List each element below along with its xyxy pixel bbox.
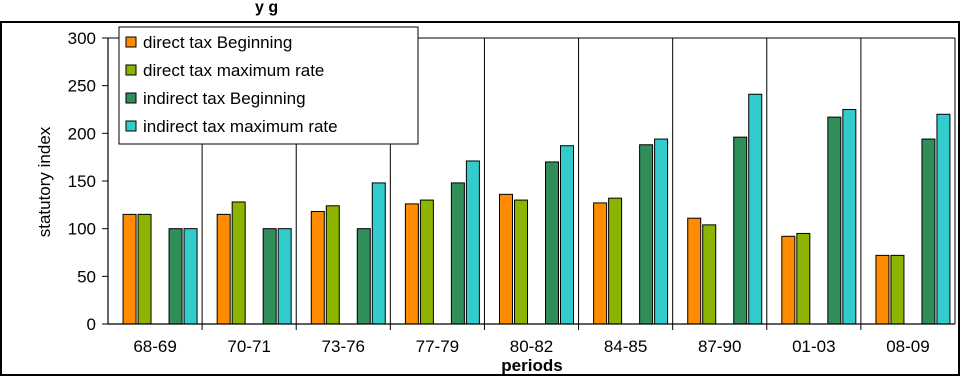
y-tick-label: 50 (77, 267, 96, 286)
bar-direct-tax-maximum-rate (514, 199, 528, 325)
y-axis-label: statutory index (35, 126, 54, 237)
x-tick-label: 73-76 (322, 337, 365, 356)
y-tick-label: 250 (68, 77, 96, 96)
bar-indirect-tax-maximum-rate (936, 113, 951, 325)
bar-direct-tax-maximum-rate (796, 232, 811, 325)
bar-direct-tax-beginning (404, 203, 419, 325)
bar-direct-tax-maximum-rate (231, 201, 246, 325)
bar-direct-tax-maximum-rate (137, 213, 152, 325)
bar-indirect-tax-maximum-rate (277, 228, 292, 325)
bar-indirect-tax-beginning (921, 138, 936, 325)
legend-swatch (125, 120, 137, 132)
y-tick-label: 0 (87, 315, 96, 334)
legend-label: indirect tax Beginning (143, 89, 306, 108)
x-tick-label: 87-90 (698, 337, 741, 356)
legend-label: direct tax maximum rate (143, 61, 324, 80)
bar-direct-tax-beginning (781, 235, 796, 325)
bar-indirect-tax-maximum-rate (748, 93, 763, 325)
bar-direct-tax-maximum-rate (890, 254, 905, 325)
x-tick-label: 84-85 (604, 337, 647, 356)
bar-indirect-tax-maximum-rate (560, 145, 574, 325)
y-tick-label: 100 (68, 220, 96, 239)
x-tick-label: 80-82 (510, 337, 553, 356)
bar-indirect-tax-beginning (262, 228, 277, 325)
bar-indirect-tax-beginning (545, 161, 559, 325)
bar-direct-tax-beginning (216, 213, 231, 325)
legend-label: direct tax Beginning (143, 33, 292, 52)
bar-indirect-tax-beginning (168, 228, 183, 325)
bar-direct-tax-beginning (499, 193, 513, 325)
x-tick-label: 01-03 (792, 337, 835, 356)
bar-direct-tax-maximum-rate (419, 199, 434, 325)
bar-direct-tax-beginning (875, 254, 890, 325)
legend-swatch (125, 92, 137, 104)
bar-direct-tax-beginning (122, 213, 137, 325)
bar-direct-tax-maximum-rate (325, 205, 340, 325)
plot-area: 0 50 100 150 200 250 300 68-69 70-71 73-76 77-79 80… (68, 29, 956, 356)
legend-box (118, 26, 419, 145)
bar-indirect-tax-beginning (356, 228, 371, 325)
header-fragment: y g (255, 0, 278, 16)
bar-indirect-tax-beginning (733, 136, 748, 325)
legend: direct tax Beginning direct tax maximum r… (118, 26, 419, 145)
legend-swatch (125, 64, 137, 76)
bar-direct-tax-maximum-rate (608, 197, 623, 325)
x-tick-label: 77-79 (416, 337, 459, 356)
x-tick-label: 68-69 (133, 337, 176, 356)
bar-direct-tax-beginning (593, 202, 608, 325)
bar-direct-tax-beginning (687, 217, 702, 325)
bar-indirect-tax-beginning (827, 116, 842, 325)
bar-indirect-tax-maximum-rate (183, 228, 198, 325)
x-tick-label: 70-71 (227, 337, 270, 356)
bar-indirect-tax-beginning (450, 182, 465, 325)
bar-direct-tax-beginning (310, 211, 325, 325)
x-axis-label: periods (501, 356, 562, 375)
bar-indirect-tax-maximum-rate (371, 182, 386, 325)
bar-direct-tax-maximum-rate (702, 224, 717, 325)
bar-indirect-tax-maximum-rate (465, 160, 480, 325)
y-tick-label: 200 (68, 124, 96, 143)
bar-indirect-tax-maximum-rate (842, 109, 857, 325)
legend-label: indirect tax maximum rate (143, 117, 338, 136)
bar-indirect-tax-beginning (639, 144, 654, 325)
bar-indirect-tax-maximum-rate (654, 138, 669, 325)
y-tick-label: 150 (68, 172, 96, 191)
chart-border (0, 21, 960, 376)
y-tick-label: 300 (68, 29, 96, 48)
legend-swatch (125, 36, 137, 48)
x-tick-label: 08-09 (886, 337, 929, 356)
